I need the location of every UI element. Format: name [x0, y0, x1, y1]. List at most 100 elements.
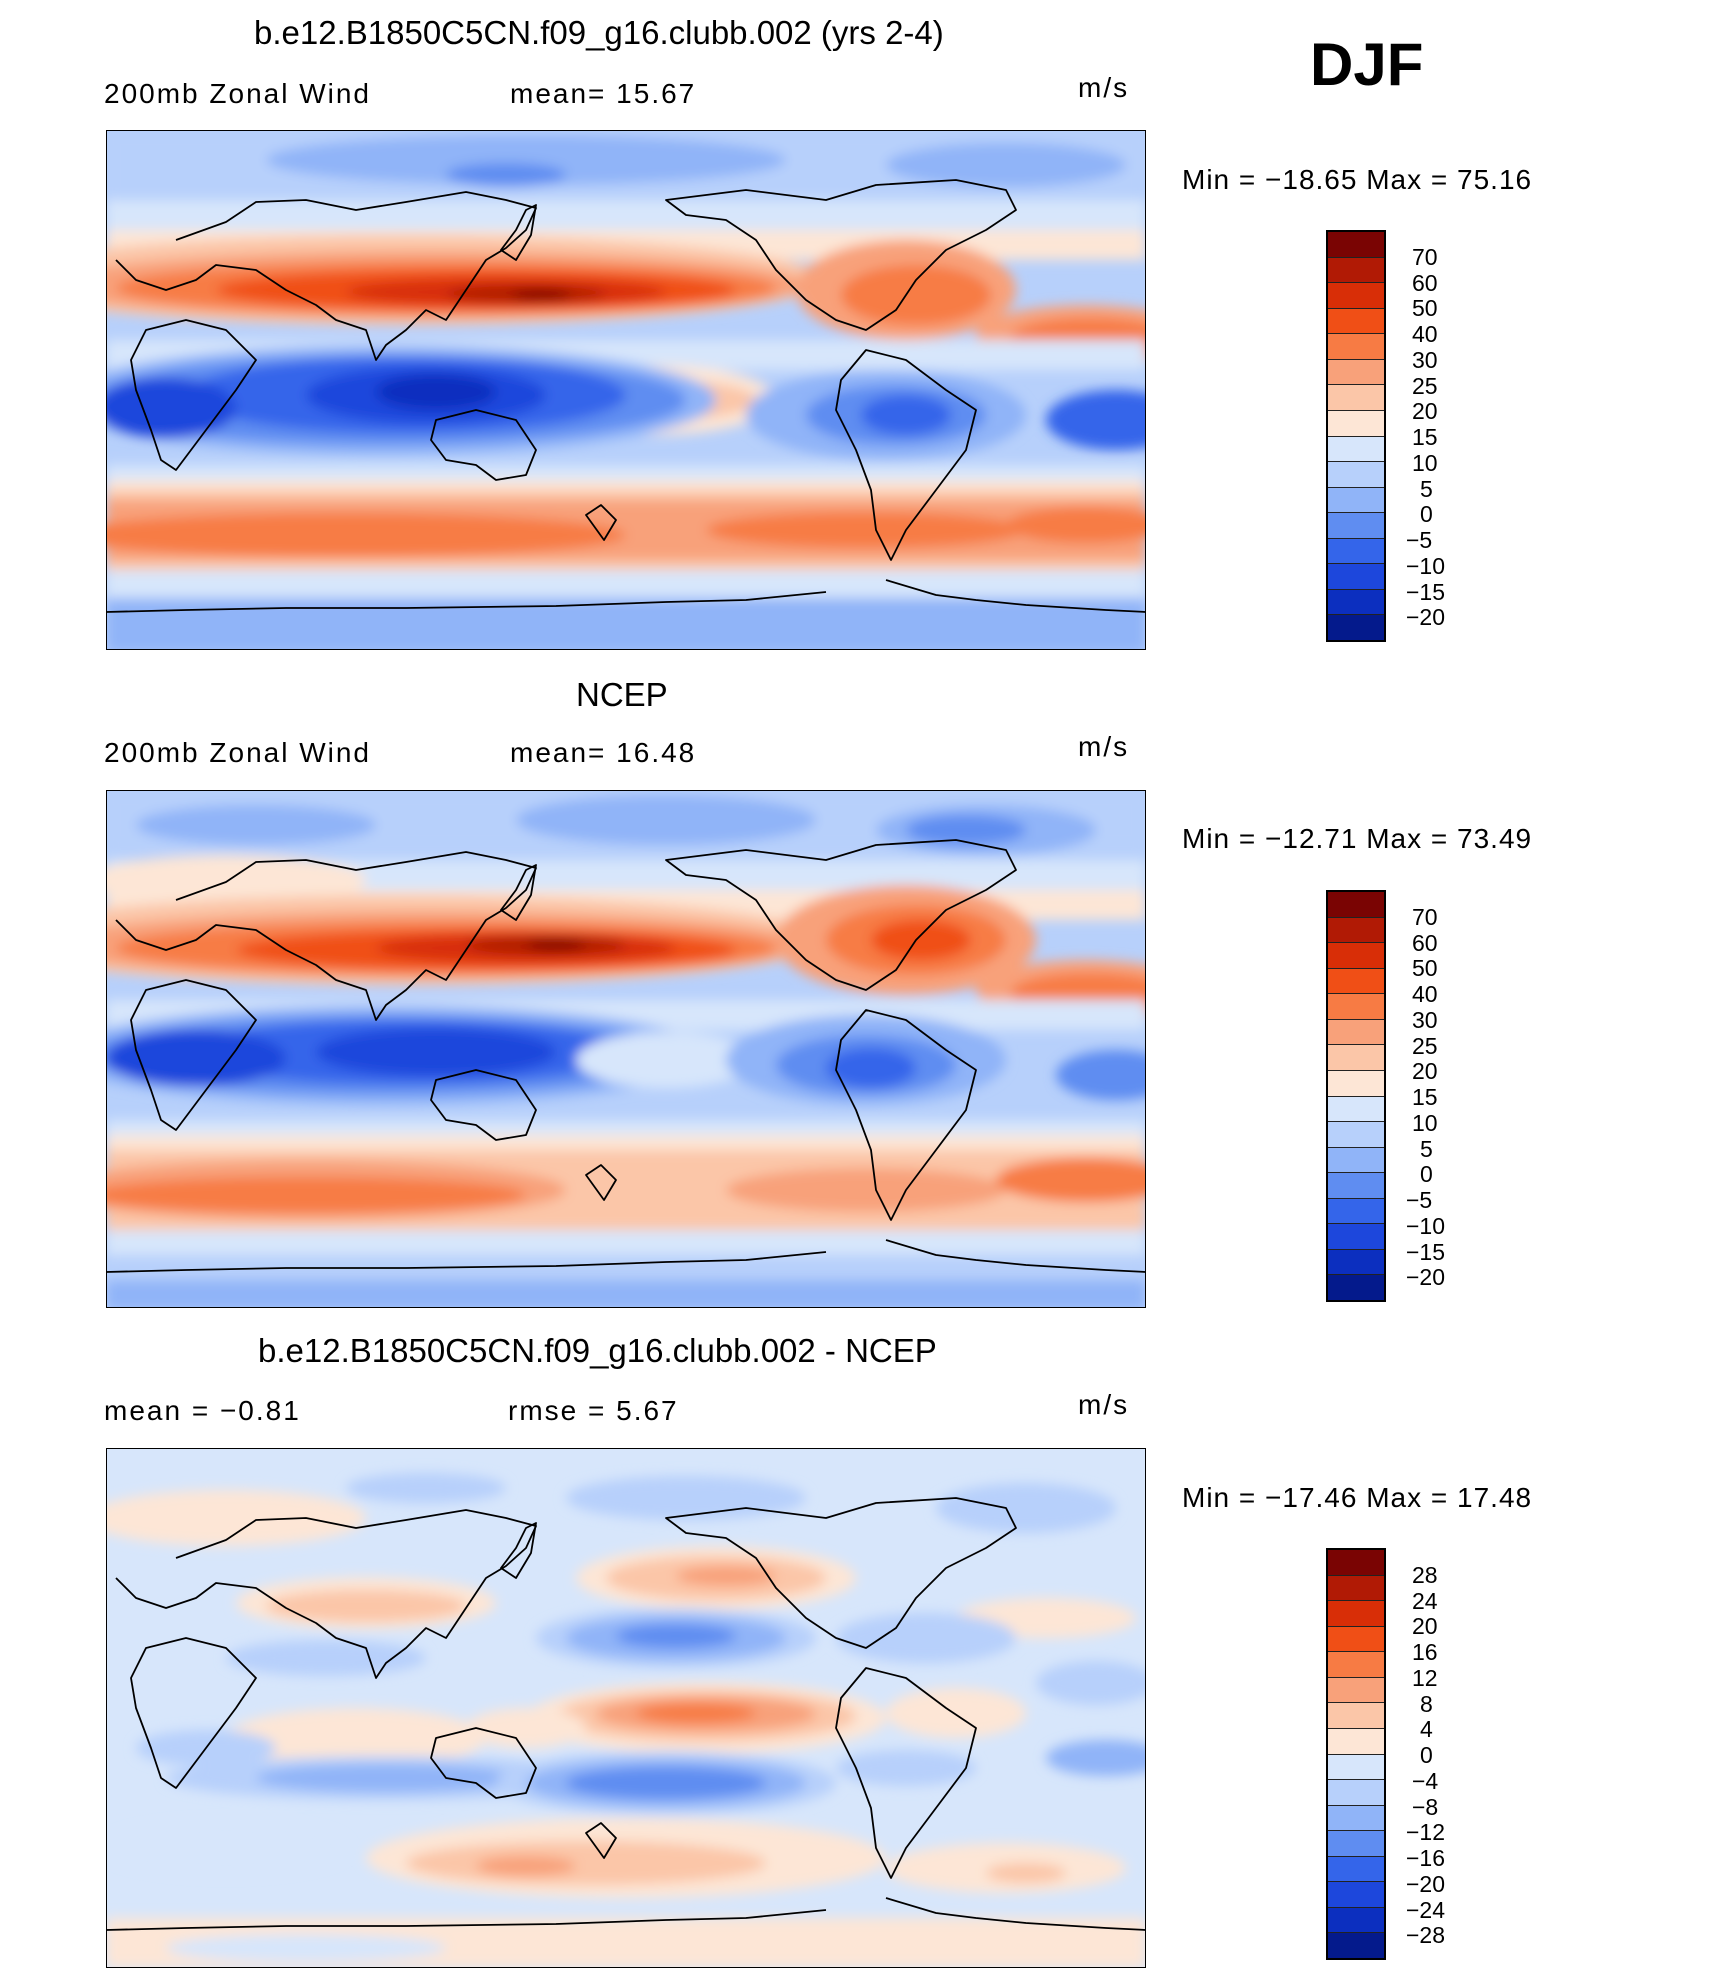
panel-3-colorbar-swatch	[1328, 1856, 1384, 1883]
panel-2-colorbar-swatch	[1328, 1224, 1384, 1250]
panel-2-colorbar-swatch	[1328, 1019, 1384, 1046]
panel-2-mean-label: mean= 16.48	[510, 737, 697, 768]
panel-2-colorbar-tick: 70	[1412, 904, 1438, 930]
panel-2-units-label: m/s	[1078, 731, 1130, 762]
panel-3-colorbar-swatch	[1328, 1626, 1384, 1653]
panel-1-colorbar-swatch	[1328, 257, 1384, 284]
panel-3-colorbar-swatch	[1328, 1652, 1384, 1678]
panel-1-colorbar-swatch	[1328, 334, 1384, 360]
panel-1-colorbar-swatch	[1328, 436, 1384, 463]
panel-1-colorbar-tick: −15	[1406, 579, 1446, 605]
panel-3-mean-label: mean = −0.81	[104, 1395, 301, 1426]
panel-3-colorbar-swatch	[1328, 1677, 1384, 1704]
panel-1-mean-label: mean= 15.67	[510, 78, 697, 109]
panel-2-minmax: Min = −12.71 Max = 73.49	[1182, 823, 1533, 854]
panel-3-colorbar-swatch	[1328, 1882, 1384, 1908]
panel-2-colorbar-swatch	[1328, 994, 1384, 1020]
panel-3-minmax: Min = −17.46 Max = 17.48	[1182, 1482, 1533, 1513]
panel-1-colorbar-swatch	[1328, 615, 1384, 640]
panel-2-field-label: 200mb Zonal Wind	[104, 737, 372, 768]
panel-1-field-label: 200mb Zonal Wind	[104, 78, 372, 109]
panel-2-colorbar-tick: 10	[1412, 1110, 1438, 1136]
panel-1-colorbar-swatch	[1328, 308, 1384, 335]
panel-1-colorbar-tick: 60	[1412, 270, 1438, 296]
panel-2-colorbar-tick: 25	[1412, 1033, 1438, 1059]
panel-3-colorbar-swatch	[1328, 1831, 1384, 1857]
panel-3-rmse-label: rmse = 5.67	[508, 1395, 679, 1426]
panel-1-colorbar-tick: 25	[1412, 373, 1438, 399]
panel-3-colorbar-tick: 4	[1420, 1716, 1433, 1742]
panel-2-colorbar-swatch	[1328, 892, 1384, 918]
panel-2-coastlines	[106, 839, 1146, 1273]
panel-3-colorbar-tick: 8	[1420, 1691, 1433, 1717]
panel-2-colorbar-swatch	[1328, 1147, 1384, 1174]
panel-3-colorbar-swatch	[1328, 1780, 1384, 1806]
panel-3-colorbar-tick: −16	[1406, 1845, 1446, 1871]
panel-1-colorbar-tick: 50	[1412, 295, 1438, 321]
panel-3-title: b.e12.B1850C5CN.f09_g16.clubb.002 - NCEP	[258, 1332, 937, 1369]
panel-1-colorbar-swatch	[1328, 487, 1384, 514]
panel-2-colorbar-tick: 0	[1420, 1161, 1433, 1187]
panel-1-units-label: m/s	[1078, 72, 1130, 103]
panel-2-colorbar-tick: 5	[1420, 1136, 1433, 1162]
panel-1-minmax: Min = −18.65 Max = 75.16	[1182, 164, 1533, 195]
panel-2-colorbar-swatch	[1328, 917, 1384, 944]
panel-1-map	[106, 130, 1146, 650]
panel-2-colorbar-tick: −20	[1406, 1264, 1446, 1290]
panel-3-colorbar	[1326, 1548, 1386, 1960]
panel-2-colorbar-tick: 20	[1412, 1058, 1438, 1084]
panel-3-colorbar-tick: 24	[1412, 1588, 1438, 1614]
panel-1-colorbar-swatch	[1328, 589, 1384, 616]
panel-3-colorbar-tick: −24	[1406, 1897, 1446, 1923]
panel-1-coastlines	[106, 179, 1146, 613]
panel-1-colorbar-tick: 15	[1412, 424, 1438, 450]
panel-2-colorbar-swatch	[1328, 1045, 1384, 1071]
panel-2-colorbar-swatch	[1328, 1249, 1384, 1276]
panel-1-colorbar-tick: −20	[1406, 604, 1446, 630]
panel-3-coastlines	[106, 1497, 1146, 1931]
panel-3-colorbar-swatch	[1328, 1728, 1384, 1755]
panel-1-colorbar-swatch	[1328, 232, 1384, 258]
panel-2-map	[106, 790, 1146, 1308]
panel-2-colorbar-swatch	[1328, 943, 1384, 969]
panel-3-colorbar-swatch	[1328, 1907, 1384, 1934]
panel-3-colorbar-tick: −28	[1406, 1922, 1446, 1948]
panel-1-colorbar	[1326, 230, 1386, 642]
panel-3-colorbar-swatch	[1328, 1754, 1384, 1781]
panel-3-units-label: m/s	[1078, 1389, 1130, 1420]
panel-1-colorbar-tick: −5	[1406, 527, 1433, 553]
panel-3-colorbar-tick: 28	[1412, 1562, 1438, 1588]
panel-1-colorbar-tick: 70	[1412, 244, 1438, 270]
panel-1-colorbar-tick: 30	[1412, 347, 1438, 373]
panel-2-colorbar-tick: 50	[1412, 955, 1438, 981]
panel-3-map	[106, 1448, 1146, 1968]
panel-2-colorbar-tick: −10	[1406, 1213, 1446, 1239]
panel-2-colorbar-tick: 30	[1412, 1007, 1438, 1033]
panel-1-colorbar-tick: 20	[1412, 398, 1438, 424]
panel-3-colorbar-swatch	[1328, 1601, 1384, 1627]
panel-1-colorbar-tick: 5	[1420, 476, 1433, 502]
panel-1-colorbar-tick: 0	[1420, 501, 1433, 527]
panel-2-colorbar	[1326, 890, 1386, 1302]
panel-2-colorbar-tick: −15	[1406, 1239, 1446, 1265]
panel-2-colorbar-swatch	[1328, 968, 1384, 995]
panel-1-title: b.e12.B1850C5CN.f09_g16.clubb.002 (yrs 2…	[254, 14, 944, 51]
panel-2-colorbar-swatch	[1328, 1122, 1384, 1148]
panel-3-colorbar-swatch	[1328, 1703, 1384, 1729]
panel-2-title: NCEP	[576, 676, 668, 713]
panel-2-colorbar-tick: 60	[1412, 930, 1438, 956]
panel-3-colorbar-tick: −20	[1406, 1871, 1446, 1897]
panel-1-colorbar-swatch	[1328, 462, 1384, 488]
panel-1-colorbar-swatch	[1328, 410, 1384, 437]
panel-3-colorbar-tick: 0	[1420, 1742, 1433, 1768]
panel-2-colorbar-tick: 15	[1412, 1084, 1438, 1110]
panel-1-colorbar-swatch	[1328, 513, 1384, 539]
panel-1-colorbar-tick: 40	[1412, 321, 1438, 347]
panel-3-colorbar-tick: 12	[1412, 1665, 1438, 1691]
panel-1-colorbar-swatch	[1328, 359, 1384, 386]
panel-3-colorbar-swatch	[1328, 1805, 1384, 1832]
panel-2-colorbar-swatch	[1328, 1173, 1384, 1199]
panel-1-colorbar-swatch	[1328, 385, 1384, 411]
panel-1-colorbar-tick: −10	[1406, 553, 1446, 579]
panel-3-colorbar-tick: −12	[1406, 1819, 1446, 1845]
